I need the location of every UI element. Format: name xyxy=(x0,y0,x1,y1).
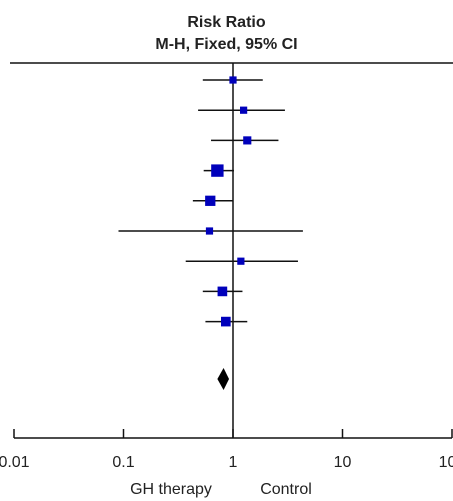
study-point-estimate xyxy=(205,195,216,206)
x-tick-label: 1 xyxy=(229,454,238,471)
header-title: Risk Ratio xyxy=(187,14,266,31)
header-subtitle: M-H, Fixed, 95% CI xyxy=(155,36,298,53)
study-point-estimate xyxy=(237,257,245,265)
x-tick-label: 100 xyxy=(439,454,453,471)
x-tick-label: 0.01 xyxy=(0,454,30,471)
x-tick-label: 0.1 xyxy=(112,454,134,471)
study-point-estimate xyxy=(243,136,252,145)
study-point-estimate xyxy=(221,316,231,327)
study-point-estimate xyxy=(205,227,214,235)
study-point-estimate xyxy=(211,164,224,177)
study-point-estimate xyxy=(229,76,237,84)
study-point-estimate xyxy=(240,106,248,114)
favours-right-label: Control xyxy=(260,481,312,498)
favours-left-label: GH therapy xyxy=(130,481,212,498)
x-tick-label: 10 xyxy=(334,454,352,471)
overall-effect-diamond xyxy=(217,368,230,390)
study-point-estimate xyxy=(217,286,228,297)
